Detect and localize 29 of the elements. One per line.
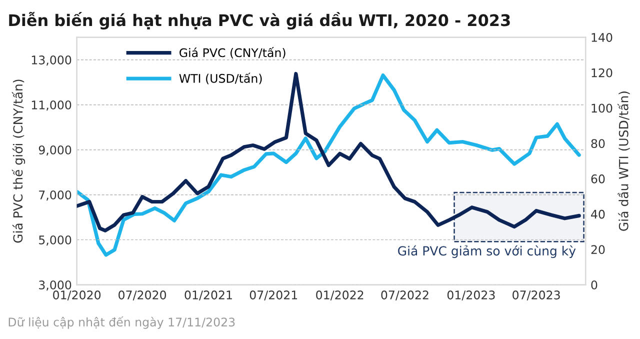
y-tick-label: 13,000: [32, 56, 72, 66]
y2-tick-label: 100: [592, 104, 612, 113]
y-tick-label: 7,000: [39, 190, 72, 201]
legend-label: WTI (USD/tấn): [179, 72, 262, 84]
x-tick-label: 07/2023: [512, 290, 560, 300]
y2-axis-title: Giá dầu WTI (USD/tấn): [618, 92, 630, 231]
x-tick-label: 07/2022: [381, 290, 428, 300]
chart-title: Diễn biến giá hạt nhựa PVC và giá dầu WTI, 2020 - 2023: [9, 12, 510, 30]
y2-tick-label: 0: [591, 280, 598, 290]
y2-tick-label: 120: [592, 68, 612, 78]
legend-label: Giá PVC (CNY/tấn): [180, 47, 286, 59]
y2-tick-label: 80: [591, 139, 605, 148]
band-label: Giá PVC giảm so với cùng kỳ: [398, 245, 576, 258]
y2-tick-label: 20: [591, 245, 605, 254]
text: Dữ liệu cập nhật đến ngày 17/11/2023: [8, 316, 235, 329]
x-tick-label: 01/2023: [447, 290, 495, 300]
x-tick-label: 07/2020: [118, 290, 166, 300]
x-tick-label: 07/2021: [250, 290, 298, 300]
y-tick-label: 11,000: [32, 100, 72, 111]
y2-tick-label: 60: [591, 174, 605, 184]
y-axis-title: Giá PVC thế giới (CNY/tấn): [12, 80, 26, 243]
y-tick-label: 3,000: [39, 280, 72, 291]
y-tick-label: 9,000: [38, 146, 72, 156]
y2-tick-label: 40: [591, 210, 605, 219]
y2-tick-label: 140: [592, 33, 612, 42]
x-tick-label: 01/2022: [316, 290, 364, 300]
x-tick-label: 01/2021: [184, 290, 232, 300]
y-tick-label: 5,000: [39, 235, 72, 246]
x-tick-label: 01/2020: [53, 290, 101, 300]
